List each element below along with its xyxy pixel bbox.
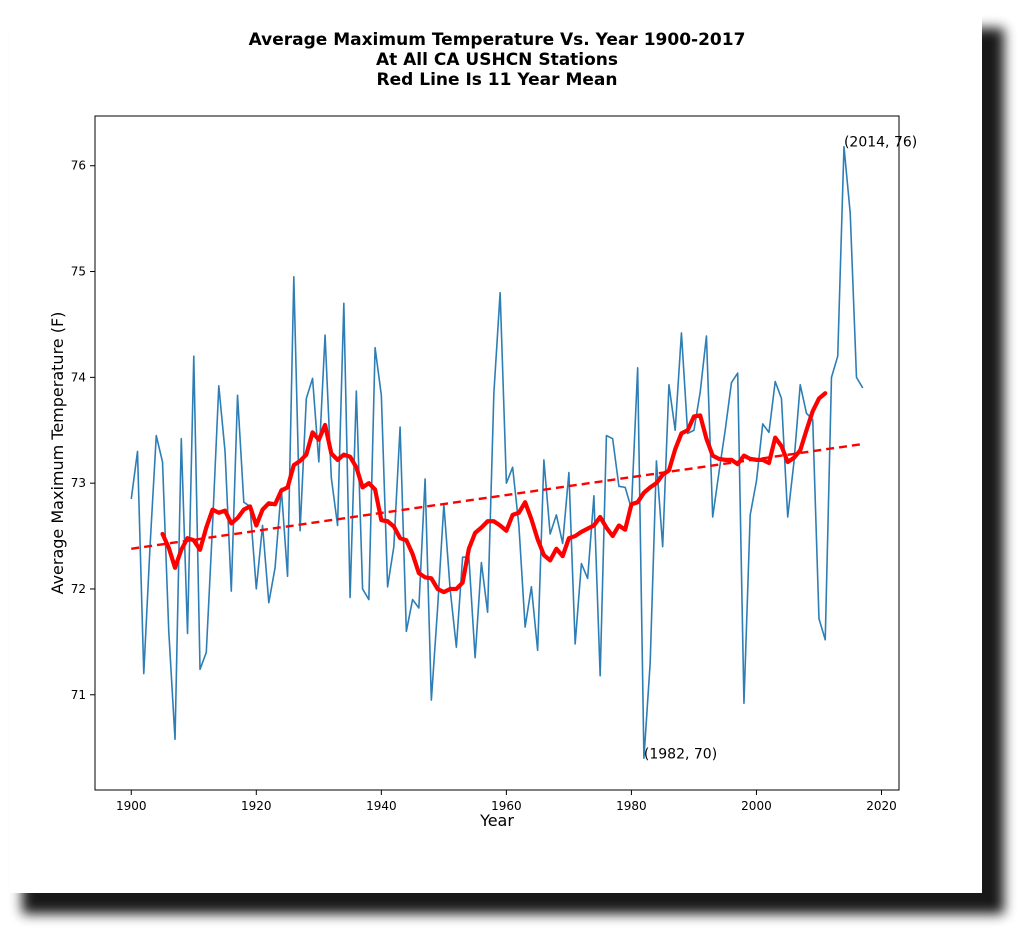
point-annotation: (2014, 76) bbox=[844, 135, 917, 151]
x-tick-label: 1920 bbox=[241, 799, 272, 813]
y-tick-label: 72 bbox=[71, 582, 86, 596]
x-tick-label: 1980 bbox=[616, 799, 647, 813]
y-tick-label: 75 bbox=[71, 265, 86, 279]
y-tick-label: 76 bbox=[71, 159, 86, 173]
y-tick-label: 73 bbox=[71, 476, 86, 490]
chart-title-line-3: Red Line Is 11 Year Mean bbox=[377, 70, 618, 90]
x-tick-label: 1960 bbox=[491, 799, 522, 813]
x-tick-label: 1940 bbox=[366, 799, 397, 813]
y-tick-label: 74 bbox=[71, 370, 86, 384]
x-tick-label: 2020 bbox=[866, 799, 897, 813]
chart-title-line-2: At All CA USHCN Stations bbox=[376, 50, 618, 70]
chart-title-line-1: Average Maximum Temperature Vs. Year 190… bbox=[249, 30, 746, 50]
x-tick-label: 2000 bbox=[741, 799, 772, 813]
chart-card: Average Maximum Temperature Vs. Year 190… bbox=[10, 12, 982, 893]
point-annotation: (1982, 70) bbox=[644, 746, 717, 762]
y-axis-label: Average Maximum Temperature (F) bbox=[48, 312, 67, 595]
annual-temperature-line bbox=[130, 145, 864, 760]
y-tick-label: 71 bbox=[71, 688, 86, 702]
x-axis-label: Year bbox=[479, 811, 514, 830]
temperature-chart: Average Maximum Temperature Vs. Year 190… bbox=[48, 30, 917, 830]
plot-area-frame bbox=[94, 115, 900, 791]
eleven-year-mean-line bbox=[160, 391, 828, 595]
x-tick-label: 1900 bbox=[116, 799, 147, 813]
